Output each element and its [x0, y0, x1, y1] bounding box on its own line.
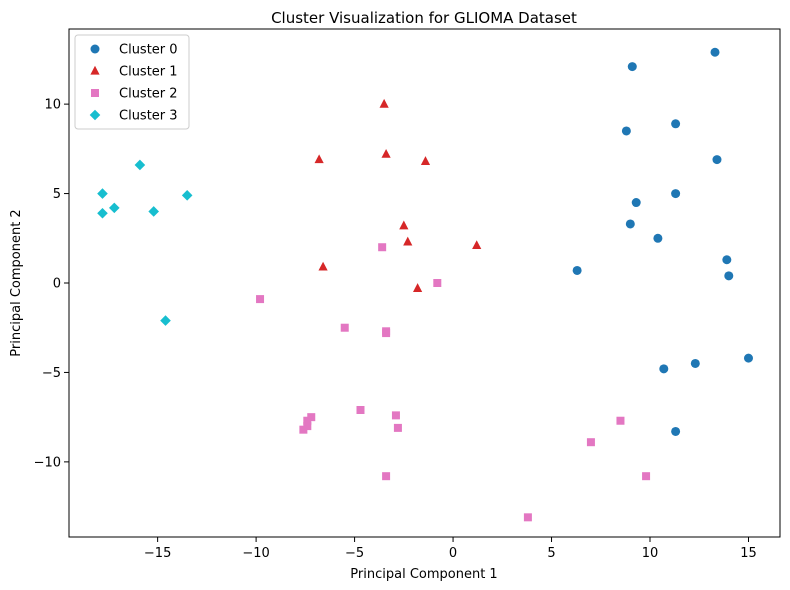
y-tick-label: 0: [53, 277, 61, 292]
y-tick-label: −10: [34, 455, 61, 470]
data-point-cluster-2: [391, 411, 400, 420]
data-point-cluster-0: [671, 189, 681, 199]
data-point-cluster-0: [724, 271, 734, 281]
data-point-cluster-2: [393, 423, 402, 432]
data-point-cluster-2: [256, 295, 265, 304]
data-point-cluster-2: [586, 438, 595, 447]
y-axis-label: Principal Component 2: [9, 209, 24, 356]
data-point-cluster-2: [299, 425, 308, 434]
data-point-cluster-1: [318, 261, 328, 271]
data-point-cluster-0: [659, 364, 669, 374]
y-tick-label: 10: [44, 98, 61, 113]
data-point-cluster-3: [181, 190, 193, 201]
legend-label: Cluster 0: [119, 43, 178, 58]
data-point-cluster-3: [97, 188, 108, 199]
data-point-cluster-2: [642, 472, 651, 481]
data-point-cluster-3: [134, 159, 146, 171]
data-point-cluster-2: [616, 416, 625, 425]
data-point-cluster-1: [381, 149, 391, 158]
data-point-cluster-3: [148, 206, 159, 217]
y-tick-label: −5: [42, 366, 61, 381]
x-tick-label: 5: [547, 546, 555, 561]
data-point-cluster-1: [413, 283, 423, 292]
data-point-cluster-0: [653, 233, 663, 243]
data-point-cluster-3: [97, 207, 108, 219]
data-point-cluster-2: [382, 329, 391, 338]
data-point-cluster-0: [712, 155, 722, 165]
data-point-cluster-3: [160, 315, 171, 326]
data-point-cluster-1: [472, 240, 482, 250]
data-point-cluster-1: [379, 98, 389, 108]
data-point-cluster-0: [722, 255, 732, 265]
data-point-cluster-0: [690, 358, 700, 368]
legend-label: Cluster 2: [119, 87, 178, 102]
data-point-cluster-0: [671, 119, 681, 129]
data-point-cluster-2: [356, 406, 365, 414]
data-point-cluster-3: [108, 202, 120, 214]
chart-title: Cluster Visualization for GLIOMA Dataset: [271, 9, 577, 27]
x-tick-label: 0: [449, 546, 457, 561]
legend-label: Cluster 3: [119, 109, 178, 124]
data-point-cluster-0: [743, 353, 753, 363]
x-tick-label: 15: [740, 546, 757, 561]
data-point-cluster-0: [625, 219, 635, 229]
y-axis: −10 −5 0 5 10: [34, 98, 69, 470]
legend-box: [74, 34, 190, 130]
x-tick-label: −5: [345, 546, 364, 561]
data-point-cluster-0: [631, 198, 641, 208]
legend-marker-cluster-1: [90, 65, 100, 75]
legend-marker-cluster-2: [91, 89, 99, 97]
data-point-cluster-0: [627, 62, 637, 72]
data-point-cluster-2: [303, 416, 312, 425]
data-point-cluster-1: [399, 220, 409, 230]
legend: Cluster 0 Cluster 1 Cluster 2 Cluster 3: [74, 34, 190, 130]
data-point-cluster-1: [403, 236, 413, 246]
data-point-cluster-2: [378, 243, 387, 252]
data-point-cluster-2: [382, 472, 391, 481]
legend-marker-cluster-0: [90, 44, 100, 54]
data-point-cluster-0: [572, 265, 582, 275]
legend-label: Cluster 1: [119, 65, 178, 80]
data-point-cluster-0: [710, 47, 720, 57]
y-tick-label: 5: [53, 187, 61, 202]
data-point-cluster-2: [523, 513, 532, 522]
data-point-cluster-0: [671, 426, 681, 436]
data-point-cluster-1: [314, 154, 324, 164]
data-point-cluster-2: [433, 279, 442, 287]
legend-marker-cluster-3: [89, 109, 101, 121]
plot-area: [97, 47, 753, 522]
data-point-cluster-0: [621, 126, 631, 136]
data-point-cluster-2: [340, 323, 349, 332]
x-axis: −15 −10 −5 0 5 10 15: [144, 537, 757, 561]
x-axis-label: Principal Component 1: [350, 567, 497, 582]
x-tick-label: −10: [242, 546, 269, 561]
x-tick-label: −15: [144, 546, 171, 561]
data-point-cluster-1: [420, 156, 431, 165]
x-tick-label: 10: [642, 546, 659, 561]
